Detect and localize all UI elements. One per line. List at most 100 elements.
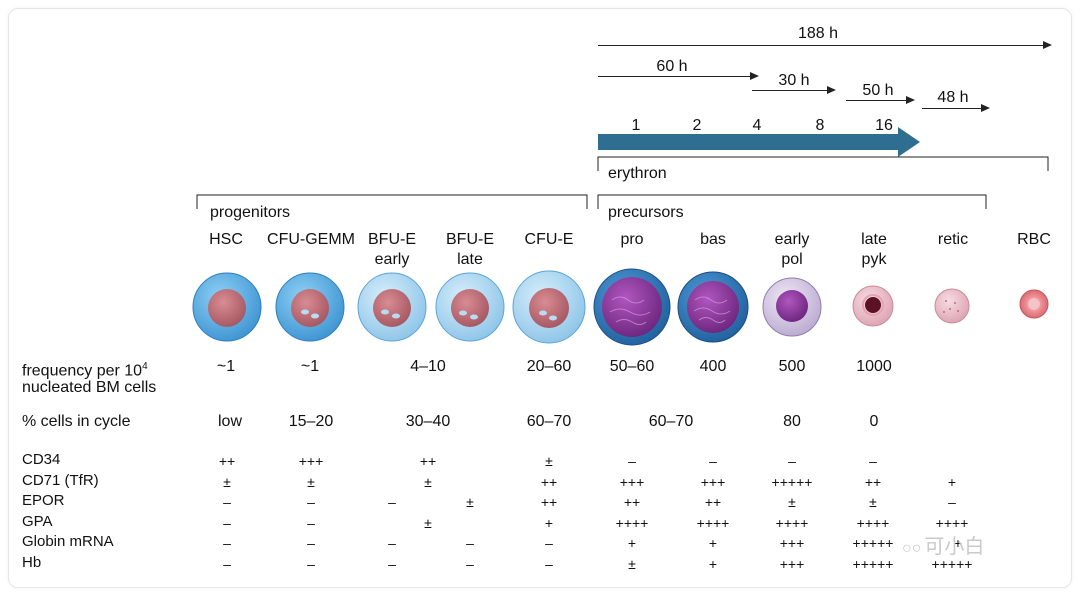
cd71-early-pol: +++++ [771, 474, 813, 490]
gpa-late-pyk: ++++ [856, 515, 890, 531]
epor-retic: – [948, 494, 956, 510]
hb-bfu-e-late: – [466, 556, 474, 572]
cycle-pro-bas: 60–70 [648, 413, 694, 430]
epor-cfu-e: ++ [540, 494, 558, 510]
stage-label-early-pol: early pol [774, 231, 810, 268]
gpa-retic: ++++ [935, 515, 969, 531]
stage-label-cfu-e: CFU-E [524, 231, 574, 248]
frequency-exponent: 4 [142, 361, 148, 372]
division-count-1: 1 [631, 117, 641, 134]
watermark: ○○ 可小白 [902, 530, 984, 559]
stage-label-rbc: RBC [1017, 231, 1051, 248]
cell-early-pol [762, 277, 822, 337]
hb-bfu-e-early: – [388, 556, 396, 572]
hb-pro: ± [628, 556, 636, 572]
arrow-30h-label: 30 h [778, 72, 810, 89]
epor-bas: ++ [704, 494, 722, 510]
cycle-bfu-e: 30–40 [405, 413, 451, 430]
frequency-row-label: frequency per 104 [22, 358, 148, 380]
epor-bfu-e-late: ± [466, 494, 474, 510]
cd34-late-pyk: – [869, 453, 877, 469]
frequency-label: frequency per 10 [22, 362, 143, 380]
globin-cfu-gemm: – [307, 535, 315, 551]
arrow-60h-head [750, 72, 759, 80]
cycle-late-pyk: 0 [869, 413, 879, 430]
arrow-48h-label: 48 h [937, 89, 969, 106]
hb-late-pyk: +++++ [852, 556, 894, 572]
gpa-bfu-e: ± [424, 515, 432, 531]
marker-label-cd71: CD71 (TfR) [22, 472, 99, 489]
globin-bfu-e-late: – [466, 535, 474, 551]
cd34-early-pol: – [788, 453, 796, 469]
cd71-bas: +++ [700, 474, 726, 490]
globin-bfu-e-early: – [388, 535, 396, 551]
arrow-60h-line [598, 76, 751, 77]
cycle-hsc: low [217, 413, 243, 430]
precursors-label: precursors [608, 204, 684, 221]
arrow-50h-label: 50 h [862, 82, 894, 99]
cd71-retic: + [947, 474, 957, 490]
epor-hsc: – [223, 494, 231, 510]
stage-label-late-pyk: late pyk [861, 231, 887, 268]
hb-cfu-e: – [545, 556, 553, 572]
cd71-cfu-e: ++ [540, 474, 558, 490]
cell-rbc [1019, 289, 1049, 319]
marker-label-gpa: GPA [22, 513, 53, 530]
epor-early-pol: ± [788, 494, 796, 510]
marker-label-epor: EPOR [22, 492, 65, 509]
stage-label-bfu-e-early: BFU-E early [368, 231, 416, 268]
arrow-60h-label: 60 h [656, 58, 688, 75]
globin-early-pol: +++ [779, 535, 805, 551]
stage-label-pro: pro [620, 231, 644, 248]
freq-hsc: ~1 [216, 358, 236, 375]
erythron-label: erythron [608, 165, 667, 182]
gpa-cfu-e: + [544, 515, 554, 531]
arrow-188h-head [1043, 41, 1052, 49]
progenitors-bracket [196, 194, 588, 209]
cd34-bas: – [709, 453, 717, 469]
cd71-bfu-e: ± [424, 474, 432, 490]
stage-label-hsc: HSC [209, 231, 243, 248]
cd34-hsc: ++ [218, 453, 236, 469]
cycle-cfu-e: 60–70 [526, 413, 572, 430]
globin-pro: + [627, 535, 637, 551]
globin-retic: + [953, 535, 963, 551]
division-arrow [598, 127, 920, 157]
hb-hsc: – [223, 556, 231, 572]
hb-retic: +++++ [931, 556, 973, 572]
freq-cfu-e: 20–60 [526, 358, 572, 375]
arrow-30h-line [752, 90, 828, 91]
cd34-cfu-gemm: +++ [298, 453, 324, 469]
cd71-cfu-gemm: ± [307, 474, 315, 490]
globin-late-pyk: +++++ [852, 535, 894, 551]
hb-cfu-gemm: – [307, 556, 315, 572]
arrow-188h-label: 188 h [797, 25, 839, 42]
precursors-bracket [597, 194, 987, 209]
freq-bfu-e: 4–10 [410, 358, 446, 375]
globin-bas: + [708, 535, 718, 551]
arrow-30h-head [827, 86, 836, 94]
gpa-hsc: – [223, 515, 231, 531]
arrow-188h-line [598, 45, 1044, 46]
gpa-cfu-gemm: – [307, 515, 315, 531]
cell-cfu-e [512, 270, 586, 344]
marker-label-globin-mrna: Globin mRNA [22, 533, 114, 550]
stage-label-bas: bas [700, 231, 726, 248]
freq-pro: 50–60 [609, 358, 655, 375]
cycle-cfu-gemm: 15–20 [288, 413, 334, 430]
arrow-50h-line [846, 100, 907, 101]
gpa-early-pol: ++++ [775, 515, 809, 531]
stage-label-retic: retic [937, 231, 969, 248]
cell-bfu-e-late [435, 272, 505, 342]
epor-pro: ++ [623, 494, 641, 510]
freq-bas: 400 [699, 358, 727, 375]
arrow-50h-head [906, 96, 915, 104]
cd71-pro: +++ [619, 474, 645, 490]
arrow-48h-line [922, 108, 982, 109]
hb-early-pol: +++ [779, 556, 805, 572]
wechat-icon: ○○ [902, 540, 922, 557]
cd71-hsc: ± [223, 474, 231, 490]
